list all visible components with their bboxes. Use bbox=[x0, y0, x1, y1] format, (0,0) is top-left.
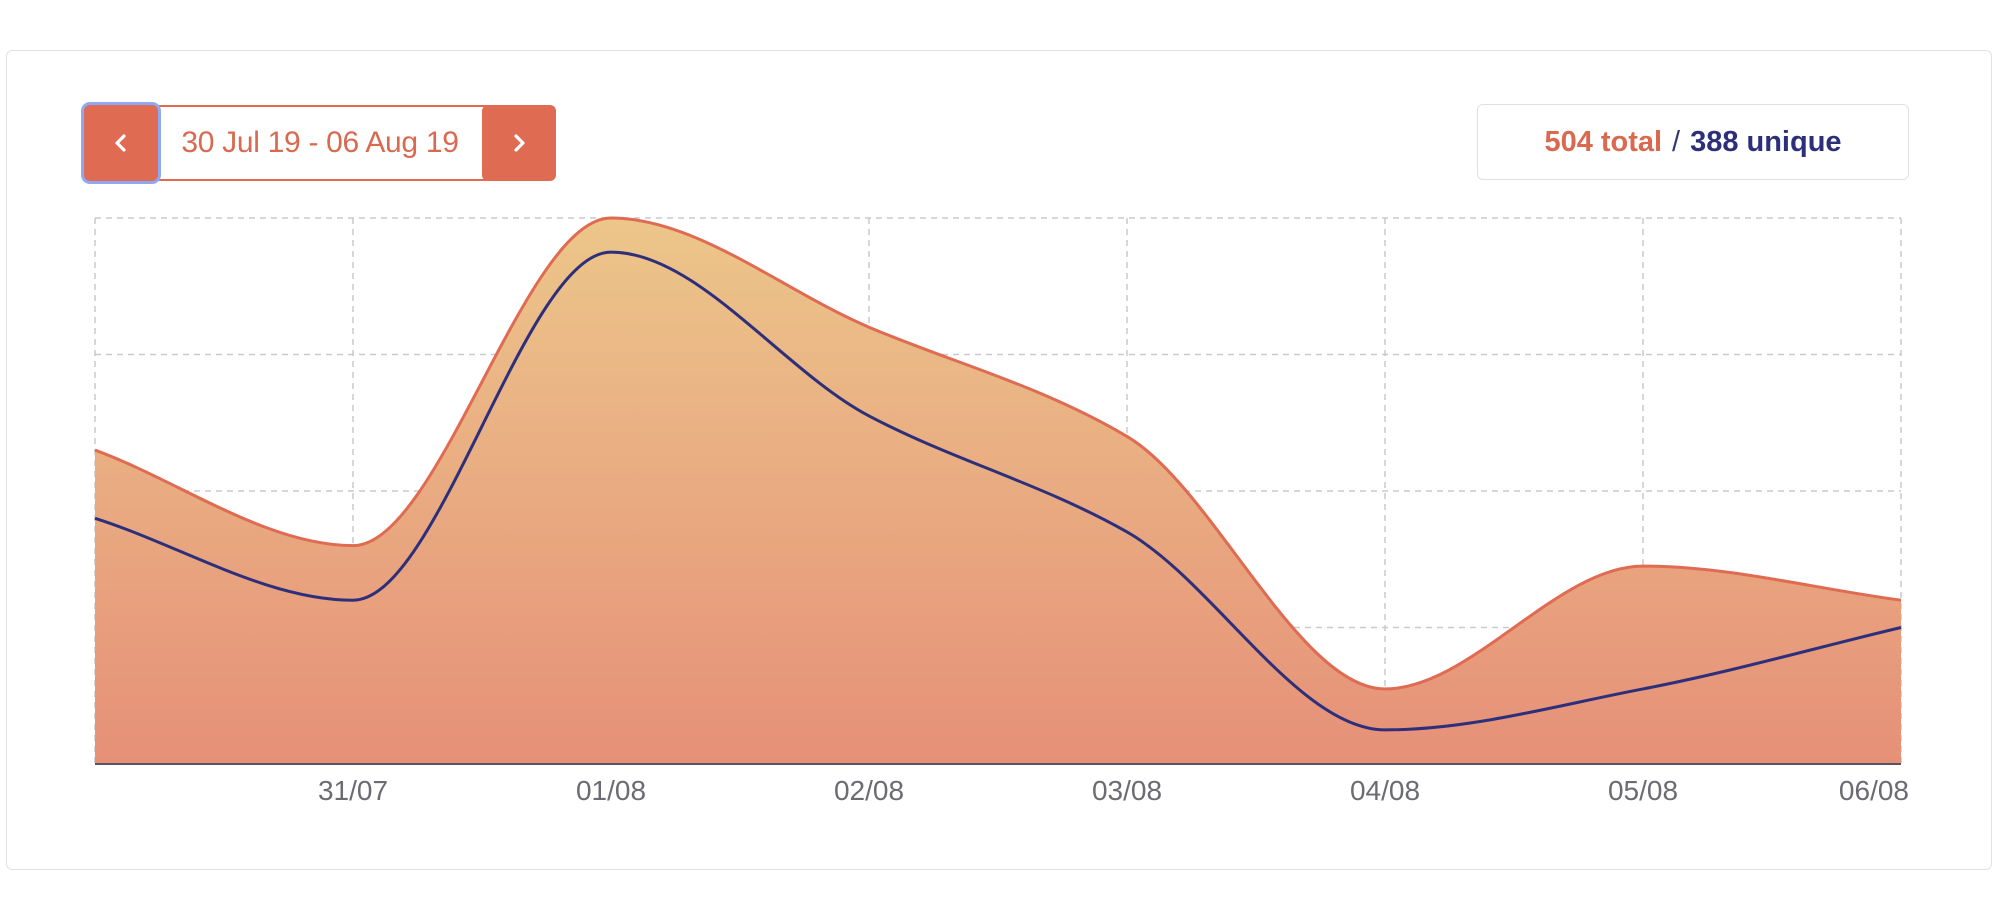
x-axis: 31/07 01/08 02/08 03/08 04/08 05/08 06/08 bbox=[95, 763, 1909, 806]
x-tick-label: 05/08 bbox=[1608, 775, 1678, 806]
date-range-label: 30 Jul 19 - 06 Aug 19 bbox=[152, 105, 488, 181]
unique-count: 388 unique bbox=[1690, 125, 1842, 158]
x-tick-label: 01/08 bbox=[576, 775, 646, 806]
total-series-area bbox=[95, 218, 1901, 764]
chart-series bbox=[94, 216, 1902, 764]
total-series-line bbox=[94, 216, 1902, 691]
next-week-button[interactable] bbox=[482, 105, 556, 181]
total-count: 504 total bbox=[1544, 125, 1663, 158]
x-tick-label: 06/08 bbox=[1839, 775, 1909, 806]
unique-series-line bbox=[94, 250, 1902, 732]
x-tick-label: 04/08 bbox=[1350, 775, 1420, 806]
chevron-right-icon bbox=[514, 134, 525, 152]
date-navigator: 30 Jul 19 - 06 Aug 19 bbox=[84, 105, 556, 181]
previous-week-button[interactable] bbox=[84, 105, 158, 181]
chevron-left-icon bbox=[115, 134, 126, 152]
summary-separator: / bbox=[1672, 125, 1681, 158]
x-tick-label: 03/08 bbox=[1092, 775, 1162, 806]
visits-summary: 504 total / 388 unique bbox=[1477, 104, 1909, 180]
x-tick-label: 31/07 bbox=[318, 775, 388, 806]
x-tick-label: 02/08 bbox=[834, 775, 904, 806]
